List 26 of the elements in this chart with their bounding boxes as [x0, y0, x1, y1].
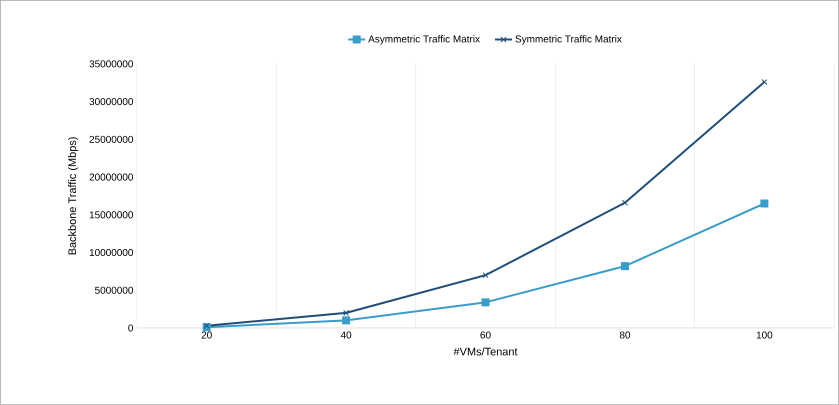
point — [343, 310, 350, 316]
point — [482, 298, 490, 306]
y-tick-label: 15000000 — [90, 211, 134, 218]
y-tick-label: 30000000 — [89, 98, 134, 106]
x-tick-label: 60 — [480, 332, 491, 339]
y-tick-label: 25000000 — [90, 136, 134, 143]
y-tick-label: 0 — [128, 324, 134, 332]
point — [204, 322, 210, 329]
x-tick-label: 100 — [756, 332, 772, 339]
y-axis-title: Backbone Traffic (Mbps) — [68, 137, 78, 254]
x-tick-label: 40 — [340, 332, 352, 339]
legend-label: Asymmetric Traffic Matrix — [368, 35, 480, 44]
x-axis-title: #VMs/Tenant — [454, 347, 518, 356]
point — [482, 272, 488, 278]
point — [620, 262, 629, 270]
point — [761, 79, 768, 86]
legend-label: Symmetric Traffic Matrix — [515, 35, 622, 44]
point — [760, 200, 768, 208]
y-tick-label: 35000000 — [89, 60, 134, 68]
x-tick-label: 20 — [202, 332, 212, 339]
point — [622, 200, 628, 206]
x-tick-label: 80 — [620, 332, 630, 339]
point — [342, 316, 350, 324]
y-tick-label: 10000000 — [90, 249, 134, 256]
y-tick-label: 5000000 — [95, 286, 134, 294]
y-tick-label: 20000000 — [90, 174, 134, 181]
